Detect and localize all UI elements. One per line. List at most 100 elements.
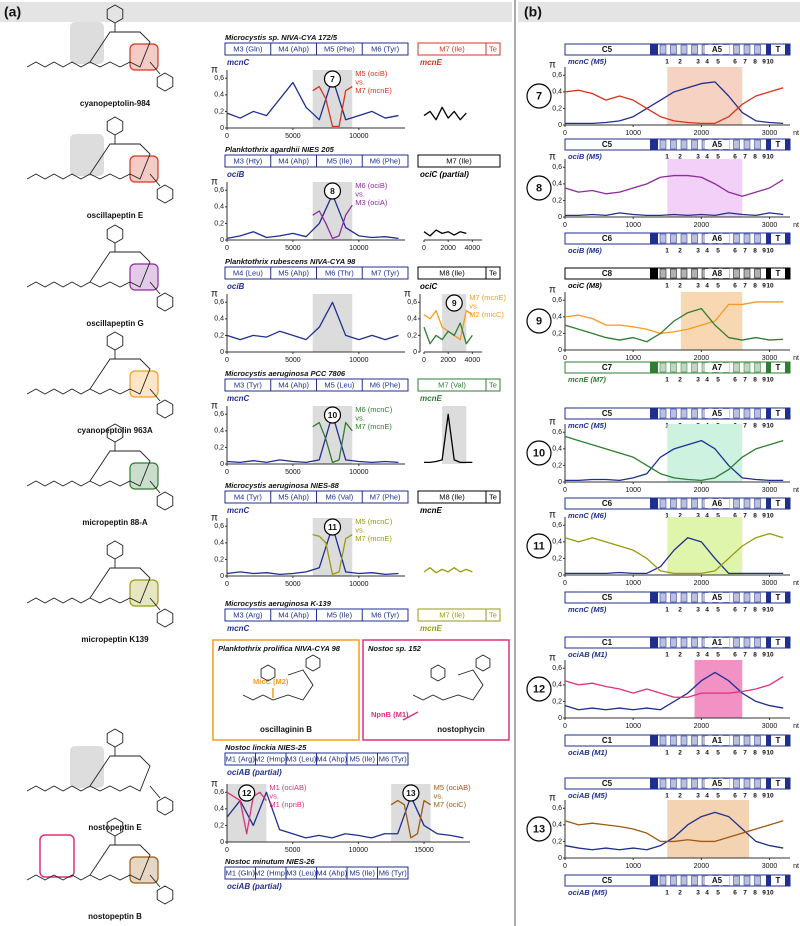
domain-label: A5 — [712, 876, 723, 885]
motif-number: 8 — [753, 248, 757, 255]
data-line — [565, 439, 784, 481]
x-tick-label: 3000 — [762, 130, 778, 137]
module-bar — [417, 378, 501, 392]
module-label: M4 (Ahp) — [278, 156, 309, 165]
panel-label: (a) — [4, 4, 21, 20]
x-tick-label: 0 — [563, 130, 567, 137]
strain-title: Microcystis aeruginosa PCC 7806 — [225, 369, 346, 378]
motif-number: 1 — [665, 793, 669, 800]
data-line — [226, 413, 399, 463]
side-chain — [26, 281, 91, 288]
callout-text: M5 (ociB) — [355, 69, 388, 78]
domain-block — [785, 408, 790, 419]
callout-circle — [323, 70, 342, 88]
domain-label: C5 — [602, 593, 613, 602]
module-label: M3 (Tyr) — [234, 380, 262, 389]
gene-label: mcnE — [420, 624, 442, 633]
motif-number: 2 — [678, 890, 682, 897]
data-line — [226, 77, 399, 121]
x-tick-label: 1000 — [625, 222, 641, 229]
motif-number: 9 — [762, 59, 766, 66]
motif-number: 3 — [696, 607, 700, 614]
strain-title: Microcystis aeruginosa NIES-88 — [225, 481, 340, 490]
gene-label: ociAB (M5) — [568, 791, 608, 800]
module-label: M4 (Ahp) — [316, 868, 347, 877]
data-line — [564, 87, 784, 124]
domain-label: T — [776, 234, 781, 243]
data-line — [565, 81, 784, 124]
callout-circle — [323, 518, 342, 536]
module-label: M5 (Ile) — [350, 754, 376, 763]
y-tick-label: 0,6 — [214, 75, 224, 82]
x-tick-label: 10000 — [349, 245, 369, 252]
callout-number: 12 — [533, 683, 545, 695]
domain-label: A5 — [712, 45, 723, 54]
motif-number: 9 — [762, 377, 766, 384]
callout-text: vs. — [269, 791, 279, 800]
module-label: M6 (Phe) — [370, 380, 401, 389]
motif-number: 10 — [766, 607, 774, 614]
y-tick-label: 0,2 — [214, 444, 224, 451]
motif-number: 1 — [665, 59, 669, 66]
x-tick-label: 0 — [422, 245, 426, 252]
y-tick-label: 0 — [558, 347, 562, 354]
x-tick-label: 0 — [563, 222, 567, 229]
motif-number: 9 — [762, 154, 766, 161]
y-axis-label: π — [549, 793, 556, 804]
ring — [156, 796, 174, 816]
module-label: M6 (Val) — [325, 492, 353, 501]
motif-box — [733, 592, 740, 603]
motif-box — [659, 233, 667, 244]
motif-box — [670, 139, 677, 150]
backbone — [89, 844, 151, 881]
callout-circle — [323, 406, 342, 424]
backbone — [89, 567, 151, 604]
domain-block — [705, 876, 729, 885]
y-tick-label: 0,2 — [214, 822, 224, 829]
domain-block — [766, 233, 771, 244]
motif-number: 6 — [733, 59, 737, 66]
panel-label: (b) — [524, 4, 542, 20]
domain-block — [705, 638, 729, 647]
data-line — [564, 532, 784, 574]
callout-number: 13 — [533, 823, 545, 835]
side-chain — [26, 480, 91, 487]
y-tick-label: 0 — [220, 349, 224, 356]
gene-label: ociAB (M1) — [568, 748, 608, 757]
domain-block — [785, 44, 790, 55]
y-tick-label: 0,2 — [552, 330, 562, 337]
motif-number: 3 — [696, 283, 700, 290]
callout-text: M7 (mcnE) — [355, 86, 392, 95]
motif-number: 6 — [733, 890, 737, 897]
motif-box — [691, 637, 698, 648]
module-label: M1 (Arg) — [226, 754, 256, 763]
callout-circle — [238, 784, 256, 802]
domain-label: T — [776, 499, 781, 508]
callout-number: 8 — [330, 186, 335, 196]
module-label: Te — [489, 268, 497, 277]
ring — [430, 664, 446, 682]
gene-label: ociB (M5) — [568, 152, 602, 161]
domain-block — [705, 234, 729, 243]
callout-text: M6 (mcnC) — [355, 405, 393, 414]
domain-block — [650, 139, 658, 150]
module-bar — [417, 154, 501, 168]
backbone — [412, 669, 484, 701]
residue-highlight — [39, 834, 75, 878]
x-tick-label: 2000 — [694, 130, 710, 137]
motif-box — [754, 778, 761, 789]
y-tick-label: 0,6 — [407, 299, 417, 306]
module-label: M4 (Ahp) — [278, 380, 309, 389]
motif-box — [733, 778, 740, 789]
x-axis-label: nt — [793, 487, 799, 494]
domain-label: C5 — [602, 779, 613, 788]
callout-circle — [526, 440, 552, 466]
motif-number: 3 — [696, 513, 700, 520]
motif-number: 4 — [705, 513, 709, 520]
data-line — [423, 567, 473, 574]
y-tick-label: 0,6 — [214, 523, 224, 530]
y-tick-label: 0,4 — [552, 89, 562, 96]
callout-text: M6 (ociB) — [355, 181, 388, 190]
gene-label: ociC (partial) — [420, 170, 469, 179]
callout-text: M7 (ociC) — [434, 800, 467, 809]
